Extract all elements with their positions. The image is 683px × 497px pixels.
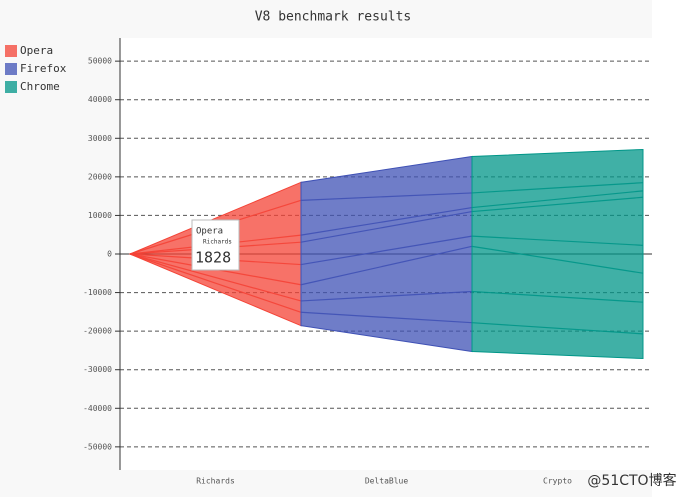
legend: Opera Firefox Chrome <box>5 44 67 93</box>
value-boundary <box>471 245 644 274</box>
value-boundary <box>300 210 473 243</box>
legend-label: Opera <box>20 44 53 57</box>
legend-swatch <box>5 81 17 93</box>
tooltip-value: 1828 <box>195 249 231 267</box>
y-tick-label: 30000 <box>88 134 112 143</box>
value-boundary <box>471 190 644 209</box>
value-boundary <box>129 253 302 313</box>
value-boundary <box>300 311 473 324</box>
y-tick-label: -40000 <box>83 404 112 413</box>
legend-label: Firefox <box>20 62 67 75</box>
legend-swatch <box>5 63 17 75</box>
value-boundary <box>300 192 473 201</box>
tooltip: Opera Richards 1828 <box>191 219 240 271</box>
value-boundary <box>300 235 473 266</box>
y-tick-label: 20000 <box>88 172 112 181</box>
y-tick-label: 0 <box>107 250 112 259</box>
value-boundary <box>300 290 473 302</box>
legend-label: Chrome <box>20 80 60 93</box>
value-boundary <box>471 235 644 246</box>
value-boundary <box>471 196 644 213</box>
x-tick-label: DeltaBlue <box>365 477 409 486</box>
value-boundary <box>300 245 473 286</box>
tooltip-box <box>191 219 240 271</box>
x-tick-label: Richards <box>196 477 235 486</box>
value-boundary <box>129 253 302 302</box>
funnel-segment <box>300 155 473 353</box>
value-boundary <box>471 182 644 194</box>
value-boundary <box>300 206 473 236</box>
chart-title: V8 benchmark results <box>255 10 412 25</box>
value-boundary <box>471 322 644 335</box>
legend-swatch <box>5 45 17 57</box>
y-tick-label: 50000 <box>88 57 112 66</box>
tooltip-label: Richards <box>203 239 232 246</box>
y-tick-label: 10000 <box>88 211 112 220</box>
y-tick-label: -30000 <box>83 365 112 374</box>
x-tick-label: Crypto <box>543 477 572 486</box>
funnel-segment <box>471 148 644 360</box>
watermark: @51CTO博客 <box>587 472 676 489</box>
tooltip-series: Opera <box>196 227 223 237</box>
y-tick-label: -50000 <box>83 442 112 451</box>
value-boundary <box>471 290 644 303</box>
y-tick-label: 40000 <box>88 95 112 104</box>
y-tick-label: -10000 <box>83 288 112 297</box>
y-tick-label: -20000 <box>83 327 112 336</box>
